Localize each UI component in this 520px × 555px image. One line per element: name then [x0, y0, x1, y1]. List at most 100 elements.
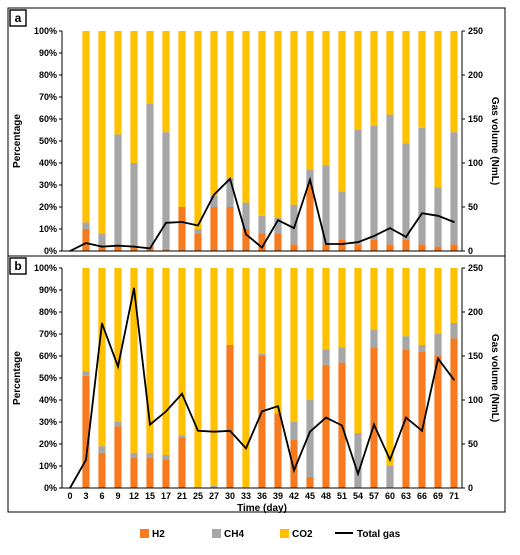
legend-swatch-co2 [280, 529, 289, 538]
bar-co2-3 [82, 31, 90, 223]
total-gas-point-21 [181, 393, 183, 395]
total-gas-point-57 [373, 423, 375, 426]
bar-ch4-66 [418, 127, 426, 245]
y2-tick-label: 200 [468, 307, 483, 317]
x-tick-label: 33 [241, 491, 251, 501]
bar-co2-21 [178, 31, 186, 207]
bar-ch4-71 [450, 132, 458, 245]
bar-ch4-66 [418, 345, 426, 352]
y-tick-label: 30% [39, 180, 57, 190]
bar-ch4-60 [386, 466, 394, 488]
bar-h2-71 [450, 338, 458, 488]
y-tick-label: 10% [39, 461, 57, 471]
bar-ch4-54 [354, 433, 362, 488]
bar-h2-36 [258, 233, 266, 251]
bar-ch4-60 [386, 114, 394, 245]
bar-ch4-69 [434, 334, 442, 356]
x-tick-label: 71 [449, 491, 459, 501]
total-gas-point-9 [117, 365, 119, 368]
total-gas-point-39 [277, 219, 279, 221]
bar-co2-33 [242, 268, 250, 488]
bar-co2-39 [274, 31, 282, 218]
y2-tick-label: 250 [468, 263, 483, 273]
y-tick-label: 90% [39, 285, 57, 295]
bar-co2-17 [162, 31, 170, 133]
bar-co2-57 [370, 31, 378, 126]
total-gas-point-42 [293, 227, 295, 229]
bar-co2-57 [370, 268, 378, 330]
total-gas-point-6 [101, 245, 103, 248]
legend-label: Total gas [357, 529, 401, 540]
total-gas-point-9 [117, 244, 119, 247]
y2-tick-label: 100 [468, 395, 483, 405]
total-gas-point-25 [197, 430, 199, 432]
bar-h2-9 [114, 426, 122, 488]
x-tick-label: 27 [209, 491, 219, 501]
x-tick-label: 0 [67, 491, 72, 501]
y-tick-label: 90% [39, 48, 57, 58]
bar-co2-33 [242, 31, 250, 203]
x-tick-label: 17 [161, 491, 171, 501]
y2-axis-title: Gas volume (NmL) [489, 97, 500, 185]
bar-co2-66 [418, 268, 426, 345]
total-gas-point-71 [453, 378, 455, 381]
total-gas-point-51 [341, 243, 343, 245]
bar-co2-6 [98, 268, 106, 447]
panel-label-box [9, 9, 27, 27]
x-tick-label: 69 [433, 491, 443, 501]
bar-co2-17 [162, 268, 170, 455]
bar-co2-21 [178, 268, 186, 436]
bar-h2-60 [386, 244, 394, 251]
y-tick-label: 100% [34, 26, 57, 36]
bar-h2-54 [354, 244, 362, 251]
bar-ch4-27 [210, 196, 218, 207]
x-tick-label: 25 [193, 491, 203, 501]
bar-ch4-51 [338, 191, 346, 240]
y2-tick-label: 0 [468, 483, 473, 493]
total-gas-point-54 [357, 473, 359, 475]
total-gas-point-21 [181, 221, 183, 223]
total-gas-point-39 [277, 405, 279, 407]
total-gas-point-57 [373, 235, 375, 237]
bar-h2-63 [402, 240, 410, 251]
y2-tick-label: 100 [468, 158, 483, 168]
bar-co2-54 [354, 268, 362, 433]
total-gas-point-54 [357, 241, 359, 243]
bar-h2-57 [370, 347, 378, 488]
bar-ch4-69 [434, 187, 442, 247]
bar-co2-9 [114, 268, 122, 422]
bar-h2-15 [146, 457, 154, 488]
total-gas-point-63 [405, 416, 407, 419]
bar-ch4-48 [322, 349, 330, 365]
bar-co2-25 [194, 31, 202, 229]
bar-ch4-71 [450, 323, 458, 339]
total-gas-point-48 [325, 243, 327, 245]
bar-h2-3 [82, 375, 90, 488]
total-gas-point-45 [309, 430, 311, 433]
bar-h2-42 [290, 244, 298, 251]
bar-co2-39 [274, 268, 282, 414]
x-tick-label: 66 [417, 491, 427, 501]
y-tick-label: 20% [39, 202, 57, 212]
panel-frame [7, 255, 506, 513]
bar-ch4-33 [242, 202, 250, 229]
bar-h2-71 [450, 244, 458, 251]
x-tick-label: 15 [145, 491, 155, 501]
x-tick-label: 12 [129, 491, 139, 501]
total-gas-point-42 [293, 469, 295, 472]
total-gas-point-66 [421, 430, 423, 432]
bar-ch4-54 [354, 130, 362, 245]
total-gas-point-12 [133, 287, 135, 290]
bar-h2-57 [370, 240, 378, 251]
bar-co2-30 [226, 31, 234, 179]
y-tick-label: 80% [39, 70, 57, 80]
x-tick-label: 9 [115, 491, 120, 501]
bar-ch4-12 [130, 163, 138, 247]
bar-ch4-45 [306, 400, 314, 477]
bar-h2-21 [178, 207, 186, 251]
bar-co2-71 [450, 31, 458, 133]
x-tick-label: 51 [337, 491, 347, 501]
total-gas-point-0 [69, 487, 71, 489]
bar-co2-27 [210, 268, 218, 486]
y-tick-label: 50% [39, 373, 57, 383]
